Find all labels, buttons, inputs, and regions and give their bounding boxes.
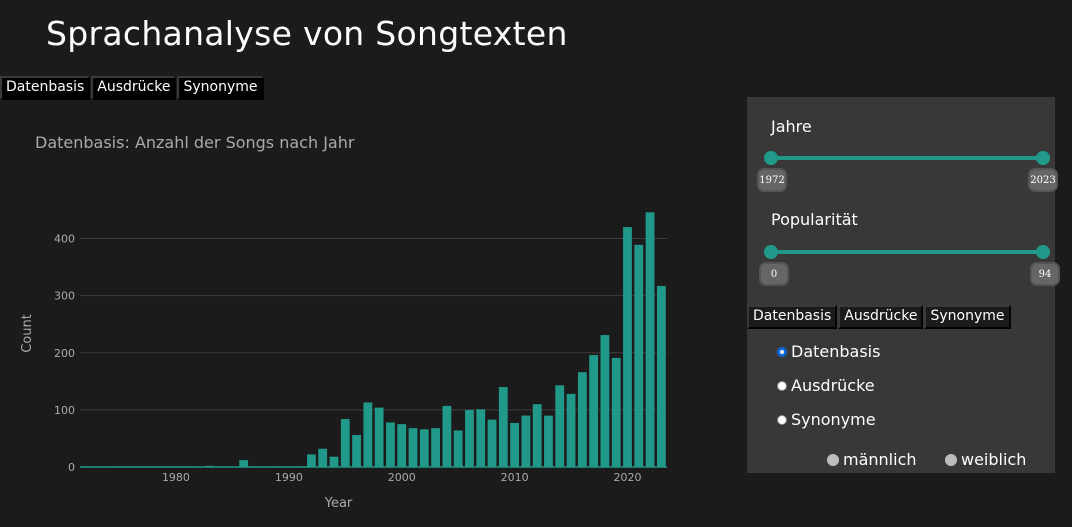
radio-button[interactable]: [777, 414, 787, 425]
bar: [577, 372, 587, 467]
radio-label: Datenbasis: [791, 342, 881, 361]
bar: [386, 422, 395, 467]
bar: [318, 448, 328, 467]
y-tick-label: 200: [54, 347, 75, 360]
gender-dot-icon[interactable]: [827, 453, 839, 466]
bar: [465, 409, 474, 467]
bar: [340, 419, 350, 467]
y-tick-label: 400: [54, 233, 75, 246]
y-tick-label: 300: [54, 290, 75, 303]
tab-ausdruecke[interactable]: Ausdrücke: [91, 76, 177, 100]
popularity-max-value: 94: [1030, 262, 1060, 286]
y-axis-label: Count: [20, 314, 35, 353]
bar: [476, 409, 486, 467]
popularity-slider-max-handle[interactable]: [1036, 245, 1050, 259]
bar: [408, 428, 418, 467]
bar: [510, 423, 520, 467]
bar: [611, 357, 621, 467]
popularity-min-value: 0: [759, 262, 789, 286]
bar: [544, 415, 553, 467]
bar: [239, 460, 249, 467]
bar: [307, 454, 316, 467]
bar: [623, 227, 632, 467]
bar: [487, 419, 497, 467]
side-tab-bar: Datenbasis Ausdrücke Synonyme: [747, 305, 1012, 329]
top-tab-bar: Datenbasis Ausdrücke Synonyme: [0, 76, 265, 100]
chart-container: Datenbasis: Anzahl der Songs nach Jahr 0…: [0, 118, 740, 523]
side-tab-datenbasis[interactable]: Datenbasis: [747, 305, 838, 329]
x-tick-label: 2000: [388, 471, 416, 484]
radio-datenbasis[interactable]: Datenbasis: [777, 342, 880, 361]
popularity-slider-min-handle[interactable]: [764, 245, 778, 259]
gender-label: weiblich: [961, 450, 1027, 469]
years-slider-max-handle[interactable]: [1036, 151, 1050, 165]
bar: [600, 335, 610, 467]
years-slider-label: Jahre: [771, 117, 812, 136]
y-tick-label: 0: [68, 461, 75, 474]
radio-button[interactable]: [777, 346, 787, 357]
tab-synonyme[interactable]: Synonyme: [177, 76, 264, 100]
x-tick-label: 2010: [501, 471, 529, 484]
years-max-value: 2023: [1028, 168, 1058, 192]
bar: [352, 435, 361, 467]
bar: [397, 424, 407, 467]
bar: [566, 393, 576, 467]
gender-label: männlich: [843, 450, 917, 469]
bar-chart: 0 100 200 300 400 1980 1990 2000 2010 2020 Year Cou…: [20, 212, 667, 511]
radio-button[interactable]: [777, 380, 787, 391]
bar: [555, 385, 565, 467]
side-tab-ausdruecke[interactable]: Ausdrücke: [838, 305, 924, 329]
bar: [634, 244, 644, 467]
radio-ausdruecke[interactable]: Ausdrücke: [777, 376, 875, 395]
bar: [363, 402, 373, 467]
gender-option-female[interactable]: weiblich: [945, 450, 1026, 469]
bar: [498, 387, 508, 467]
bar: [442, 405, 452, 467]
side-tab-synonyme[interactable]: Synonyme: [924, 305, 1011, 329]
gender-option-male[interactable]: männlich: [827, 450, 917, 469]
bar: [374, 407, 384, 467]
bar: [645, 212, 655, 467]
x-axis-label: Year: [324, 496, 353, 511]
gender-dot-icon[interactable]: [945, 453, 957, 466]
radio-synonyme[interactable]: Synonyme: [777, 410, 876, 429]
popularity-slider-label: Popularität: [771, 210, 858, 229]
x-tick-label: 2020: [613, 471, 641, 484]
y-tick-label: 100: [54, 404, 75, 417]
bar: [453, 430, 463, 467]
popularity-slider[interactable]: [764, 245, 1050, 259]
bar: [532, 404, 542, 467]
years-min-value: 1972: [757, 168, 787, 192]
x-tick-label: 1980: [162, 471, 190, 484]
bar: [419, 429, 429, 467]
x-tick-label: 1990: [275, 471, 303, 484]
bar: [589, 355, 599, 467]
chart-title: Datenbasis: Anzahl der Songs nach Jahr: [35, 133, 355, 152]
bar: [329, 456, 339, 467]
bar: [521, 415, 531, 467]
radio-label: Ausdrücke: [791, 376, 875, 395]
tab-datenbasis[interactable]: Datenbasis: [0, 76, 91, 100]
bar: [431, 428, 440, 467]
radio-label: Synonyme: [791, 410, 876, 429]
years-slider[interactable]: [764, 151, 1050, 165]
bar: [656, 285, 666, 467]
years-slider-min-handle[interactable]: [764, 151, 778, 165]
filter-panel: Jahre 1972 2023 Popularität 0 94 Datenba…: [747, 97, 1060, 473]
page-title: Sprachanalyse von Songtexten: [46, 14, 568, 53]
